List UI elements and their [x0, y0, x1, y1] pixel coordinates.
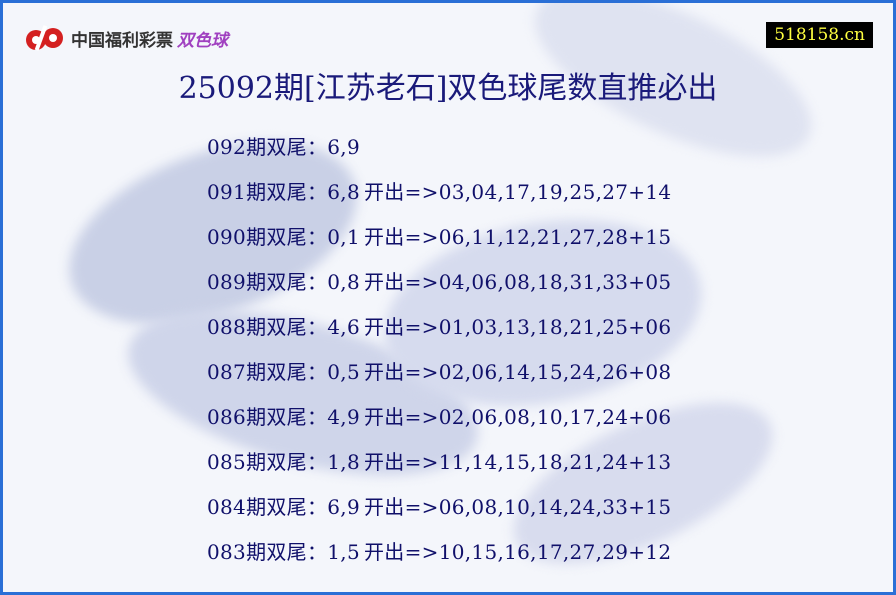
period-number: 083 — [207, 540, 247, 564]
list-item: 091期双尾：6,8 开出=>03,04,17,19,25,27+14 — [207, 176, 671, 221]
draw-numbers: 06,11,12,21,27,28+15 — [438, 225, 672, 249]
tail-numbers: 6,9 — [327, 135, 360, 159]
list-item: 084期双尾：6,9 开出=>06,08,10,14,24,33+15 — [207, 491, 671, 536]
tail-numbers: 0,5 — [327, 360, 360, 384]
period-number: 086 — [207, 405, 247, 429]
open-label: 开出=> — [364, 450, 439, 474]
period-number: 085 — [207, 450, 247, 474]
open-label: 开出=> — [364, 225, 439, 249]
lottery-logo-icon — [26, 25, 63, 51]
draw-numbers: 02,06,08,10,17,24+06 — [438, 405, 672, 429]
period-label: 期双尾： — [246, 315, 328, 339]
tail-numbers: 0,1 — [327, 225, 360, 249]
list-item: 083期双尾：1,5 开出=>10,15,16,17,27,29+12 — [207, 536, 671, 581]
open-label: 开出=> — [364, 315, 439, 339]
draw-numbers: 06,08,10,14,24,33+15 — [438, 495, 672, 519]
list-item: 089期双尾：0,8 开出=>04,06,08,18,31,33+05 — [207, 266, 671, 311]
draw-numbers: 11,14,15,18,21,24+13 — [438, 450, 672, 474]
draw-numbers: 10,15,16,17,27,29+12 — [438, 540, 672, 564]
open-label: 开出=> — [364, 180, 439, 204]
period-label: 期双尾： — [246, 540, 328, 564]
open-label: 开出=> — [364, 405, 439, 429]
open-label: 开出=> — [364, 495, 439, 519]
open-label: 开出=> — [364, 540, 439, 564]
list-item: 090期双尾：0,1 开出=>06,11,12,21,27,28+15 — [207, 221, 671, 266]
period-number: 088 — [207, 315, 247, 339]
tail-numbers: 1,5 — [327, 540, 360, 564]
welfare-lottery-logo: 中国福利彩票 双色球 — [23, 23, 228, 53]
period-label: 期双尾： — [246, 450, 328, 474]
period-label: 期双尾： — [246, 135, 328, 159]
period-label: 期双尾： — [246, 360, 328, 384]
list-item: 092期双尾：6,9 — [207, 131, 671, 176]
period-number: 089 — [207, 270, 247, 294]
tail-prediction-list: 092期双尾：6,9 091期双尾：6,8 开出=>03,04,17,19,25,2… — [207, 131, 671, 581]
tail-numbers: 6,8 — [327, 180, 360, 204]
period-number: 091 — [207, 180, 247, 204]
tail-numbers: 4,9 — [327, 405, 360, 429]
period-number: 084 — [207, 495, 247, 519]
draw-numbers: 03,04,17,19,25,27+14 — [438, 180, 672, 204]
list-item: 088期双尾：4,6 开出=>01,03,13,18,21,25+06 — [207, 311, 671, 356]
list-item: 087期双尾：0,5 开出=>02,06,14,15,24,26+08 — [207, 356, 671, 401]
page-title: 25092期[江苏老石]双色球尾数直推必出 — [178, 71, 718, 106]
site-badge: 518158.cn — [766, 22, 873, 48]
tail-numbers: 4,6 — [327, 315, 360, 339]
period-label: 期双尾： — [246, 495, 328, 519]
draw-numbers: 04,06,08,18,31,33+05 — [438, 270, 672, 294]
draw-numbers: 02,06,14,15,24,26+08 — [438, 360, 672, 384]
list-item: 086期双尾：4,9 开出=>02,06,08,10,17,24+06 — [207, 401, 671, 446]
period-label: 期双尾： — [246, 270, 328, 294]
period-label: 期双尾： — [246, 405, 328, 429]
period-label: 期双尾： — [246, 225, 328, 249]
list-item: 085期双尾：1,8 开出=>11,14,15,18,21,24+13 — [207, 446, 671, 491]
period-number: 087 — [207, 360, 247, 384]
period-label: 期双尾： — [246, 180, 328, 204]
logo-brand-text: 中国福利彩票 — [71, 30, 173, 51]
tail-numbers: 1,8 — [327, 450, 360, 474]
period-number: 092 — [207, 135, 247, 159]
tail-numbers: 0,8 — [327, 270, 360, 294]
open-label: 开出=> — [364, 360, 439, 384]
period-number: 090 — [207, 225, 247, 249]
logo-game-text: 双色球 — [177, 30, 228, 51]
tail-numbers: 6,9 — [327, 495, 360, 519]
draw-numbers: 01,03,13,18,21,25+06 — [438, 315, 672, 339]
open-label: 开出=> — [364, 270, 439, 294]
